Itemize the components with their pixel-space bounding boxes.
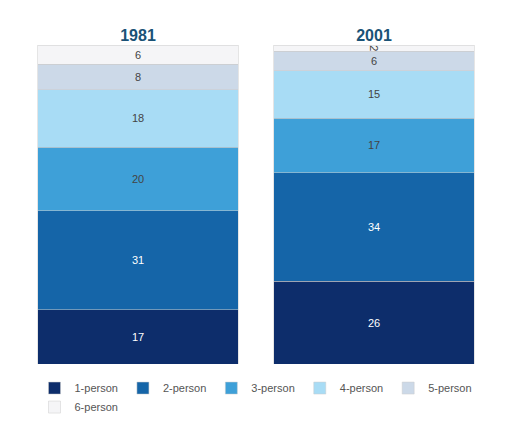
svg-text:6: 6	[135, 49, 141, 61]
svg-text:17: 17	[132, 331, 144, 343]
svg-text:2-person: 2-person	[163, 382, 206, 394]
svg-text:1981: 1981	[120, 27, 156, 44]
svg-text:1-person: 1-person	[75, 382, 118, 394]
svg-text:31: 31	[132, 254, 144, 266]
svg-text:3-person: 3-person	[251, 382, 294, 394]
svg-text:2001: 2001	[356, 27, 392, 44]
svg-text:17: 17	[368, 139, 380, 151]
svg-text:4-person: 4-person	[340, 382, 383, 394]
svg-text:6-person: 6-person	[75, 401, 118, 413]
svg-text:15: 15	[368, 88, 380, 100]
svg-text:20: 20	[132, 173, 144, 185]
svg-text:18: 18	[132, 112, 144, 124]
svg-text:8: 8	[135, 71, 141, 83]
svg-text:6: 6	[371, 55, 377, 67]
svg-text:5-person: 5-person	[428, 382, 471, 394]
svg-text:34: 34	[368, 221, 380, 233]
svg-text:2: 2	[368, 45, 380, 51]
svg-text:26: 26	[368, 317, 380, 329]
